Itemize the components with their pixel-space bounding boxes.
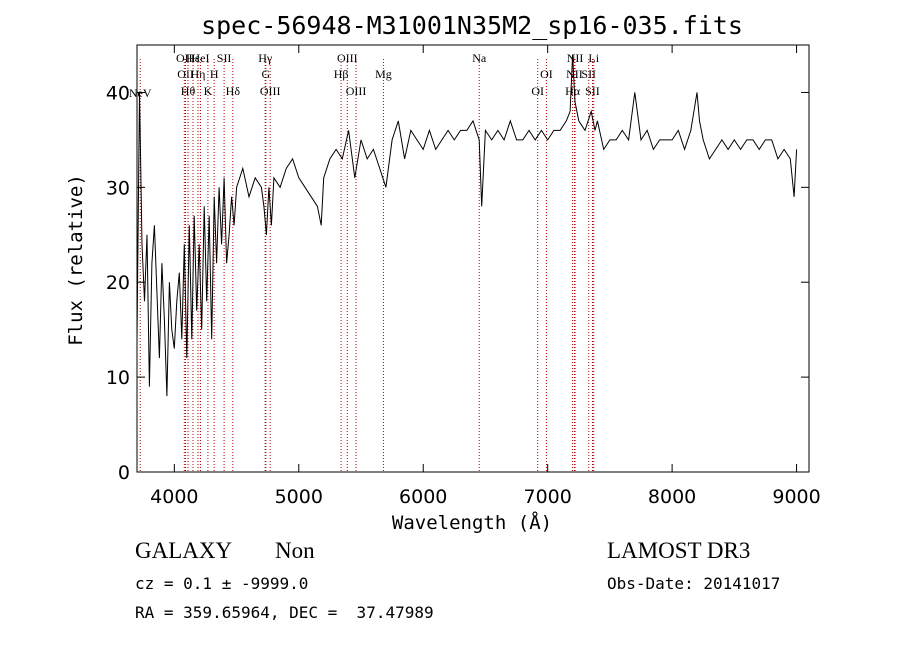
y-tick-label: 40 bbox=[106, 82, 130, 104]
plot-frame bbox=[136, 44, 810, 473]
spectral-line-label: OI bbox=[540, 67, 553, 81]
x-tick-label: 6000 bbox=[399, 486, 447, 508]
spectral-line-label: HeI bbox=[191, 51, 209, 65]
axes-layer: 4000 5000 6000 7000 8000 9000 0 10 20 30 40 bbox=[106, 45, 821, 508]
spectral-line-label: Hδ bbox=[226, 84, 241, 98]
spectral-line-label: Hβ bbox=[334, 67, 349, 81]
spectral-line-label: H bbox=[210, 67, 219, 81]
spectral-line-label: NII bbox=[566, 67, 583, 81]
spectral-line-label: OIII bbox=[337, 51, 358, 65]
spectral-line-label: Hγ bbox=[258, 51, 273, 65]
spectral-line-label: Na bbox=[472, 51, 487, 65]
spectral-line-label: Hε bbox=[186, 51, 200, 65]
y-tick-label: 0 bbox=[118, 462, 130, 484]
flux-series-line bbox=[136, 54, 798, 397]
object-class: GALAXY bbox=[135, 538, 233, 563]
y-tick-label: 10 bbox=[106, 367, 130, 389]
x-tick-label: 9000 bbox=[772, 486, 820, 508]
spectral-line-label: Mg bbox=[375, 67, 392, 81]
series-layer bbox=[136, 54, 798, 397]
object-subclass: Non bbox=[275, 538, 315, 563]
spectral-line-label: SII bbox=[217, 51, 232, 65]
spectral-line-label: OI bbox=[531, 84, 544, 98]
coordinates: RA = 359.65964, DEC = 37.47989 bbox=[135, 603, 434, 622]
spectral-line-label: SII bbox=[585, 84, 600, 98]
spectral-line-label: OII bbox=[176, 51, 193, 65]
spectral-line-label: Hη bbox=[191, 67, 206, 81]
spectral-line-label: K bbox=[204, 84, 213, 98]
spectral-line-label: Hθ bbox=[181, 84, 196, 98]
chart-title: spec-56948-M31001N35M2_sp16-035.fits bbox=[201, 11, 743, 40]
x-tick-label: 4000 bbox=[150, 486, 198, 508]
spectral-line-label: Hα bbox=[565, 84, 581, 98]
survey-label: LAMOST DR3 bbox=[607, 538, 751, 563]
spectral-lines-layer: NeV OII OII Hθ Hε Hη HeI KH SII Hδ Hγ G OIII Hβ OIII OI… bbox=[129, 51, 600, 472]
y-axis-label: Flux (relative) bbox=[65, 174, 87, 346]
spectral-line-label: OII bbox=[177, 67, 194, 81]
redshift-line: cz = 0.1 ± -9999.0 bbox=[135, 574, 309, 593]
x-tick-label: 7000 bbox=[523, 486, 571, 508]
spectral-line-label: Li bbox=[588, 51, 599, 65]
obs-date: Obs-Date: 20141017 bbox=[607, 574, 781, 593]
x-axis-label: Wavelength (Å) bbox=[392, 511, 552, 534]
x-tick-label: 5000 bbox=[275, 486, 323, 508]
spectral-line-label: SII bbox=[581, 67, 596, 81]
spectral-line-label: NII bbox=[567, 51, 584, 65]
spectral-line-label: OIII bbox=[346, 84, 367, 98]
y-tick-label: 20 bbox=[106, 272, 130, 294]
spectral-line-label: G bbox=[261, 67, 270, 81]
x-tick-label: 8000 bbox=[648, 486, 696, 508]
y-tick-label: 30 bbox=[106, 177, 130, 199]
spectral-line-label: NeV bbox=[129, 86, 152, 100]
spectral-line-label: OIII bbox=[260, 84, 281, 98]
